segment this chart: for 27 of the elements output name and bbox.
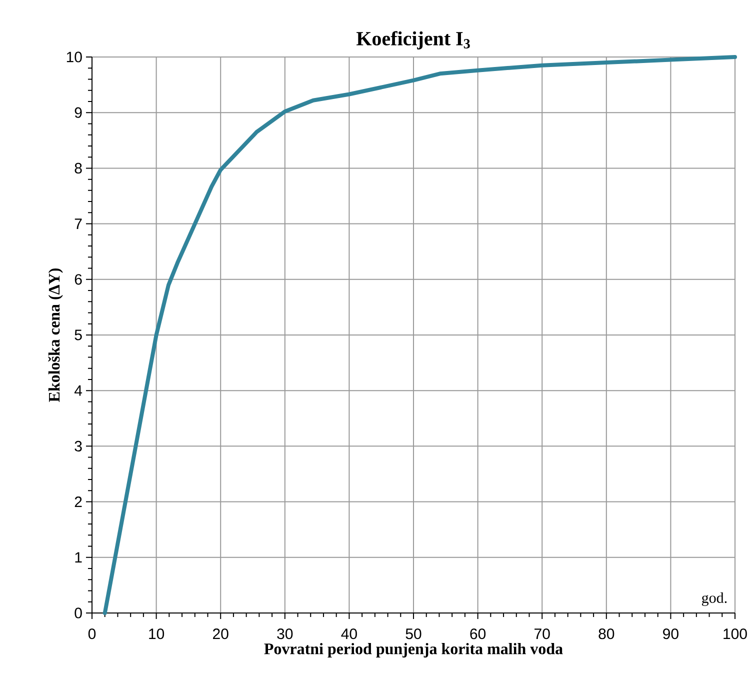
x-axis-title: Povratni period punjenja korita malih voda	[264, 643, 563, 658]
y-tick-label: 1	[75, 552, 82, 563]
y-tick-label: 3	[74, 440, 82, 452]
y-tick-label: 7	[74, 218, 82, 229]
y-axis-title: Ekološka cena (ΔY)	[48, 268, 63, 402]
chart-title: Koeficijent I$_{3}$	[356, 31, 470, 50]
y-tick-label: 6	[74, 274, 82, 285]
x-tick-label: 30	[277, 628, 293, 640]
x-tick-label: 10	[149, 628, 164, 640]
y-tick-label: 5	[74, 330, 82, 340]
x-tick-label: 60	[470, 628, 486, 640]
x-tick-label: 0	[88, 628, 96, 640]
y-tick-label: 9	[74, 107, 82, 118]
y-tick-label: 10	[66, 52, 82, 62]
y-tick-label: 4	[74, 385, 82, 396]
y-tick-label: 0	[74, 608, 82, 618]
annotation: god.	[702, 592, 727, 606]
x-tick-label: 20	[213, 628, 228, 640]
x-tick-label: 50	[406, 628, 422, 640]
x-tick-label: 80	[598, 628, 614, 640]
y-tick-label: 8	[74, 162, 82, 174]
x-tick-label: 100	[724, 628, 747, 640]
x-tick-label: 70	[534, 628, 550, 640]
x-tick-label: 40	[341, 628, 357, 640]
x-tick-label: 90	[663, 628, 678, 640]
y-tick-label: 2	[74, 496, 82, 508]
line-series	[102, 54, 737, 615]
